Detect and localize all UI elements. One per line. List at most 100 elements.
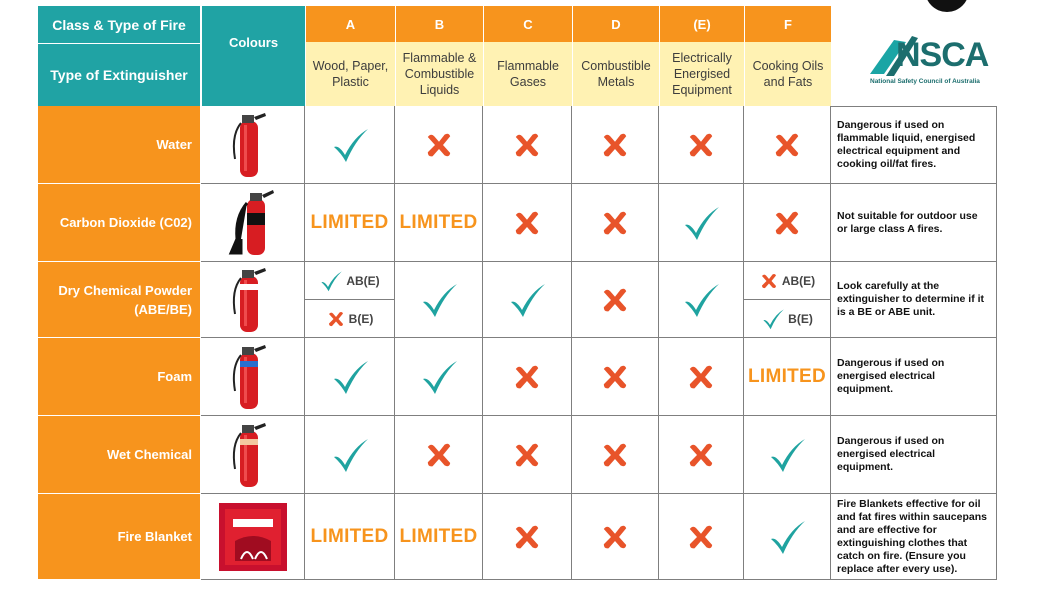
row-note-1: Not suitable for outdoor use or large cl…: [831, 184, 997, 262]
rating-cell-3-4: [659, 338, 744, 416]
row-label-5: Fire Blanket: [38, 494, 200, 580]
nsca-logo: NSCA National Safety Council of Australi…: [860, 28, 1010, 92]
rating-cell-0-3: [572, 106, 659, 184]
colours-label: Colours: [228, 34, 279, 50]
row-label-4: Wet Chemical: [38, 416, 200, 494]
limited-label: LIMITED: [310, 211, 389, 233]
cross-icon: [689, 365, 713, 388]
limited-label: LIMITED: [399, 211, 478, 233]
class-letter-4: (E): [659, 6, 744, 42]
cross-icon: [328, 311, 343, 326]
check-icon: [333, 438, 368, 472]
limited-label: LIMITED: [747, 365, 827, 387]
rating-cell-4-3: [572, 416, 659, 494]
check-icon: [321, 270, 343, 291]
class-type-header: Class & Type of Fire: [38, 6, 200, 44]
cross-icon: [603, 133, 627, 156]
row-note-0: Dangerous if used on flammable liquid, e…: [831, 106, 997, 184]
cross-icon: [515, 133, 539, 156]
extinguisher-image-4: [201, 416, 305, 494]
class-letter-5: F: [744, 6, 831, 42]
check-icon: [422, 360, 457, 394]
rating-cell-1-5: [744, 184, 831, 262]
cross-icon: [603, 211, 627, 234]
colours-header: Colours: [201, 6, 305, 106]
rating-cell-2-0: AB(E) B(E): [305, 262, 395, 338]
foam-extinguisher-icon: [232, 344, 266, 409]
limited-label: LIMITED: [399, 525, 478, 547]
rating-cell-5-3: [572, 494, 659, 580]
rating-cell-1-1: LIMITED: [395, 184, 483, 262]
class-letter-0: A: [305, 6, 395, 42]
rating-cell-4-4: [659, 416, 744, 494]
cross-icon: [603, 288, 627, 311]
cross-icon: [515, 443, 539, 466]
check-icon: [333, 128, 368, 162]
check-icon: [511, 283, 545, 317]
row-note-2: Look carefully at the extinguisher to de…: [831, 262, 997, 338]
class-description-3: Combustible Metals: [572, 42, 659, 106]
row-note-5: Fire Blankets effective for oil and fat …: [831, 494, 997, 580]
cross-icon: [603, 525, 627, 548]
rating-cell-0-1: [395, 106, 483, 184]
split-bottom: B(E): [744, 300, 830, 337]
cross-icon: [427, 133, 450, 156]
class-letter-3: D: [572, 6, 659, 42]
class-description-4: Electrically Energised Equipment: [659, 42, 744, 106]
rating-cell-2-4: [659, 262, 744, 338]
class-type-label: Class & Type of Fire: [52, 16, 186, 33]
rating-cell-4-0: [305, 416, 395, 494]
cross-icon: [775, 133, 799, 156]
class-description-5: Cooking Oils and Fats: [744, 42, 831, 106]
split-bottom-label: B(E): [788, 311, 813, 326]
nsca-logo-mark: [870, 36, 918, 76]
cross-icon: [775, 211, 799, 234]
rating-cell-4-5: [744, 416, 831, 494]
rating-cell-2-3: [572, 262, 659, 338]
rating-cell-3-3: [572, 338, 659, 416]
rating-cell-0-5: [744, 106, 831, 184]
rating-cell-5-2: [483, 494, 572, 580]
rating-cell-5-1: LIMITED: [395, 494, 483, 580]
cross-icon: [689, 443, 713, 466]
extinguisher-image-5: [201, 494, 305, 580]
check-icon: [771, 438, 805, 472]
red-extinguisher-icon: [232, 112, 266, 177]
fire-blanket-icon: [218, 502, 287, 571]
extinguisher-type-label: Type of Extinguisher: [50, 67, 188, 83]
cross-icon: [515, 211, 539, 234]
class-letter-2: C: [483, 6, 572, 42]
class-description-2: Flammable Gases: [483, 42, 572, 106]
rating-cell-4-2: [483, 416, 572, 494]
rating-cell-0-4: [659, 106, 744, 184]
cross-icon: [603, 365, 627, 388]
cross-icon: [427, 443, 450, 466]
check-icon: [333, 360, 368, 394]
rating-cell-4-1: [395, 416, 483, 494]
rating-cell-1-0: LIMITED: [305, 184, 395, 262]
cross-icon: [603, 443, 627, 466]
rating-cell-1-3: [572, 184, 659, 262]
logo-subtitle: National Safety Council of Australia: [870, 78, 980, 85]
rating-cell-5-5: [744, 494, 831, 580]
check-icon: [685, 206, 719, 240]
split-top-label: AB(E): [346, 273, 380, 288]
co2-extinguisher-icon: [228, 189, 274, 255]
cross-icon: [689, 525, 713, 548]
rating-cell-5-4: [659, 494, 744, 580]
rating-cell-3-2: [483, 338, 572, 416]
rating-cell-2-1: [395, 262, 483, 338]
check-icon: [685, 283, 719, 317]
row-label-1: Carbon Dioxide (C02): [38, 184, 200, 262]
row-label-2: Dry Chemical Powder (ABE/BE): [38, 262, 200, 338]
wet-chemical-extinguisher-icon: [232, 422, 266, 487]
rating-cell-1-2: [483, 184, 572, 262]
cross-icon: [515, 365, 539, 388]
rating-cell-2-2: [483, 262, 572, 338]
row-note-4: Dangerous if used on energised electrica…: [831, 416, 997, 494]
extinguisher-image-0: [201, 106, 305, 184]
rating-cell-0-2: [483, 106, 572, 184]
split-bottom-label: B(E): [348, 311, 374, 326]
split-top: AB(E): [744, 262, 830, 300]
row-label-0: Water: [38, 106, 200, 184]
